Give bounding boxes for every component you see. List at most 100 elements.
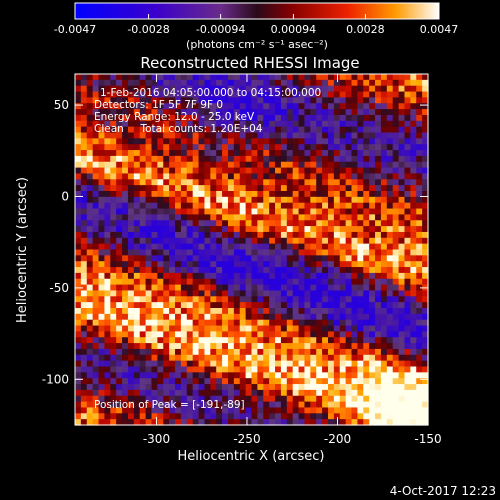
heatmap-cell bbox=[369, 343, 376, 350]
heatmap-cell bbox=[410, 161, 417, 169]
heatmap-cell bbox=[127, 308, 135, 315]
heatmap-cell bbox=[251, 208, 258, 215]
heatmap-cell bbox=[139, 185, 147, 192]
heatmap-cell bbox=[186, 395, 194, 403]
heatmap-cell bbox=[392, 319, 400, 327]
heatmap-cell bbox=[392, 126, 400, 134]
heatmap-cell bbox=[80, 366, 88, 373]
heatmap-cell bbox=[175, 302, 182, 309]
heatmap-cell bbox=[163, 85, 170, 93]
heatmap-cell bbox=[422, 249, 429, 256]
heatmap-cell bbox=[363, 290, 370, 297]
heatmap-cell bbox=[222, 214, 229, 221]
heatmap-cell bbox=[133, 126, 141, 134]
heatmap-cell bbox=[257, 237, 264, 245]
heatmap-cell bbox=[316, 313, 323, 321]
heatmap-cell bbox=[333, 255, 341, 262]
heatmap-cell bbox=[386, 419, 394, 426]
heatmap-cell bbox=[186, 401, 194, 409]
heatmap-cell bbox=[92, 103, 100, 110]
heatmap-cell bbox=[416, 389, 423, 397]
heatmap-cell bbox=[110, 191, 117, 198]
heatmap-cell bbox=[210, 167, 217, 175]
heatmap-cell bbox=[80, 389, 88, 397]
heatmap-cell bbox=[280, 384, 288, 391]
heatmap-cell bbox=[292, 196, 300, 204]
heatmap-cell bbox=[80, 74, 88, 81]
heatmap-cell bbox=[286, 389, 294, 397]
heatmap-cell bbox=[145, 226, 153, 233]
heatmap-cell bbox=[339, 132, 347, 139]
heatmap-cell bbox=[151, 360, 158, 368]
heatmap-cell bbox=[180, 179, 188, 186]
heatmap-cell bbox=[192, 249, 200, 256]
heatmap-cell bbox=[351, 343, 358, 350]
heatmap-cell bbox=[416, 384, 423, 391]
heatmap-cell bbox=[198, 348, 206, 356]
heatmap-cell bbox=[286, 331, 294, 338]
heatmap-cell bbox=[386, 85, 394, 93]
heatmap-cell bbox=[151, 313, 158, 321]
heatmap-cell bbox=[327, 185, 335, 192]
heatmap-cell bbox=[351, 278, 358, 286]
heatmap-cell bbox=[204, 284, 211, 292]
heatmap-cell bbox=[351, 407, 358, 414]
heatmap-cell bbox=[75, 226, 82, 233]
heatmap-cell bbox=[280, 138, 288, 145]
heatmap-cell bbox=[404, 91, 411, 98]
heatmap-cell bbox=[345, 272, 353, 280]
heatmap-cell bbox=[410, 103, 417, 110]
heatmap-cell bbox=[422, 313, 429, 321]
heatmap-cell bbox=[151, 237, 158, 245]
heatmap-cell bbox=[239, 231, 247, 239]
heatmap-cell bbox=[110, 360, 117, 368]
heatmap-cell bbox=[133, 267, 141, 274]
heatmap-cell bbox=[192, 348, 200, 356]
heatmap-cell bbox=[75, 74, 82, 81]
heatmap-cell bbox=[292, 79, 300, 87]
heatmap-cell bbox=[410, 372, 417, 379]
heatmap-cell bbox=[263, 348, 270, 356]
heatmap-cell bbox=[157, 313, 164, 321]
heatmap-cell bbox=[80, 419, 88, 426]
heatmap-cell bbox=[310, 419, 317, 426]
heatmap-cell bbox=[392, 97, 400, 104]
heatmap-cell bbox=[363, 325, 370, 332]
heatmap-cell bbox=[80, 120, 88, 128]
heatmap-cell bbox=[133, 144, 141, 151]
heatmap-cell bbox=[386, 243, 394, 251]
heatmap-cell bbox=[175, 191, 182, 198]
heatmap-cell bbox=[151, 144, 158, 151]
heatmap-cell bbox=[210, 114, 217, 122]
heatmap-cell bbox=[222, 249, 229, 256]
heatmap-cell bbox=[122, 243, 129, 251]
heatmap-cell bbox=[145, 191, 153, 198]
heatmap-cell bbox=[375, 97, 382, 104]
heatmap-cell bbox=[327, 231, 335, 239]
heatmap-cell bbox=[210, 348, 217, 356]
heatmap-cell bbox=[186, 74, 194, 81]
heatmap-cell bbox=[404, 331, 411, 338]
heatmap-cell bbox=[239, 79, 247, 87]
heatmap-cell bbox=[186, 360, 194, 368]
heatmap-cell bbox=[286, 179, 294, 186]
heatmap-cell bbox=[80, 226, 88, 233]
heatmap-cell bbox=[263, 267, 270, 274]
heatmap-cell bbox=[151, 114, 158, 122]
heatmap-cell bbox=[216, 360, 223, 368]
heatmap-cell bbox=[157, 226, 164, 233]
heatmap-cell bbox=[304, 360, 311, 368]
heatmap-cell bbox=[398, 290, 406, 297]
heatmap-cell bbox=[292, 237, 300, 245]
heatmap-cell bbox=[227, 267, 235, 274]
heatmap-cell bbox=[198, 74, 206, 81]
heatmap-cell bbox=[310, 343, 317, 350]
heatmap-cell bbox=[169, 97, 176, 104]
heatmap-cell bbox=[327, 419, 335, 426]
heatmap-cell bbox=[80, 348, 88, 356]
heatmap-cell bbox=[386, 185, 394, 192]
heatmap-cell bbox=[310, 79, 317, 87]
heatmap-cell bbox=[263, 372, 270, 379]
heatmap-cell bbox=[404, 120, 411, 128]
heatmap-cell bbox=[75, 331, 82, 338]
